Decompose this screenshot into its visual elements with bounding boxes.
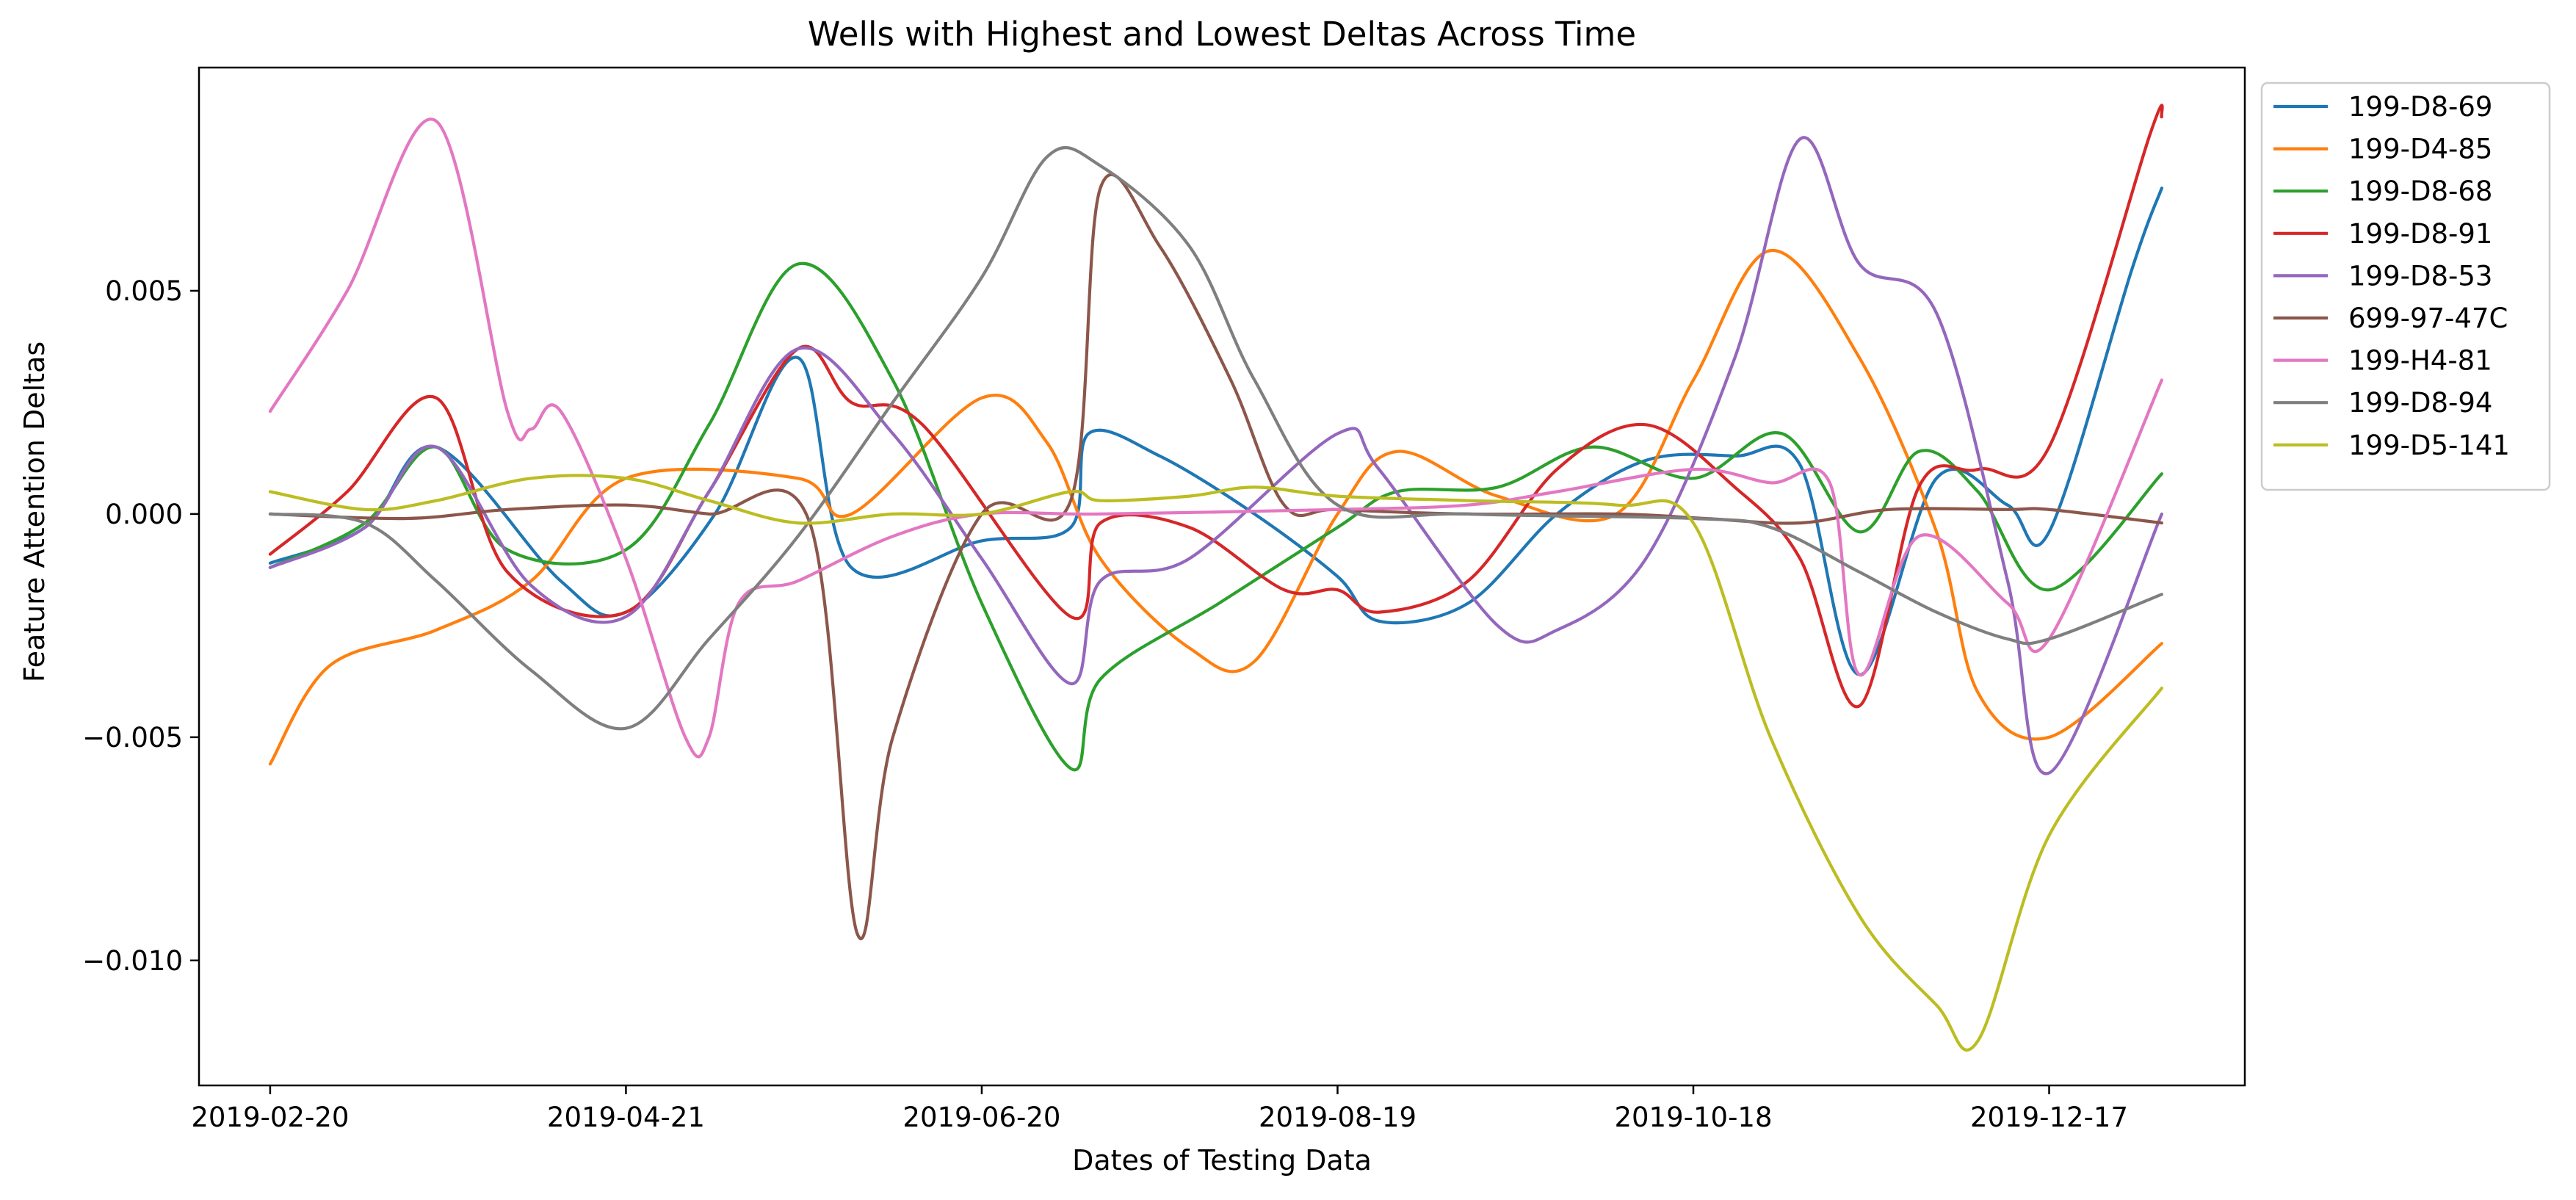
legend-label: 199-H4-81	[2348, 345, 2492, 377]
plot-series-group	[268, 104, 2164, 1052]
x-tick-label: 2019-12-17	[1970, 1102, 2128, 1133]
x-tick-label: 2019-08-19	[1259, 1102, 1417, 1133]
legend-label: 199-D5-141	[2348, 430, 2510, 461]
legend-label: 199-D8-53	[2348, 260, 2492, 292]
legend-label: 199-D8-69	[2348, 91, 2492, 123]
series-line-199-D8-68	[268, 261, 2163, 772]
x-tick-label: 2019-02-20	[191, 1102, 349, 1133]
y-tick-label: −0.010	[82, 945, 183, 977]
plot-frame	[198, 66, 2246, 1087]
series-line-199-D8-94	[268, 146, 2163, 731]
legend-box	[2260, 82, 2551, 491]
legend-label: 699-97-47C	[2348, 303, 2508, 334]
legend: 199-D8-69 199-D4-85 199-D8-68 199-D8-91 199-…	[2260, 82, 2551, 491]
series-line-199-D5-141	[268, 474, 2163, 1052]
y-axis-label: Feature Attention Deltas	[18, 341, 51, 682]
chart-title: Wells with Highest and Lowest Deltas Acr…	[808, 15, 1636, 54]
x-tick-label: 2019-06-20	[902, 1102, 1060, 1133]
x-axis-label: Dates of Testing Data	[1072, 1144, 1372, 1176]
legend-label: 199-D4-85	[2348, 134, 2492, 165]
legend-label: 199-D8-94	[2348, 387, 2492, 419]
legend-label: 199-D8-91	[2348, 218, 2492, 250]
series-line-199-H4-81	[268, 118, 2163, 759]
legend-label: 199-D8-68	[2348, 176, 2492, 207]
series-line-199-D8-91	[268, 104, 2164, 709]
x-tick-label: 2019-04-21	[547, 1102, 705, 1133]
series-line-699-97-47C	[268, 173, 2163, 941]
y-axis-ticks: −0.010 −0.005 0.000 0.005	[82, 275, 199, 977]
x-axis-ticks: 2019-02-20 2019-04-21 2019-06-20 2019-08-19…	[191, 1085, 2128, 1133]
series-line-199-D4-85	[268, 249, 2163, 766]
series-line-199-D8-53	[268, 136, 2163, 776]
y-tick-label: 0.005	[105, 275, 183, 307]
x-tick-label: 2019-10-18	[1614, 1102, 1772, 1133]
y-tick-label: −0.005	[82, 722, 183, 753]
y-tick-label: 0.000	[105, 499, 183, 530]
